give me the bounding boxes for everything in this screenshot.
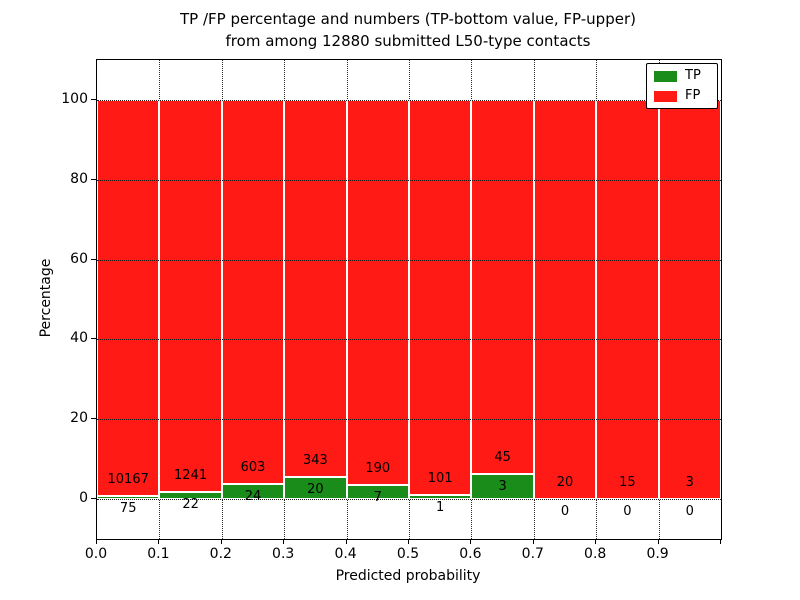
bar-segment-tp	[221, 483, 285, 500]
x-tick-mark	[720, 539, 721, 544]
tp-count-label: 24	[244, 488, 262, 504]
y-tick-label: 20	[70, 410, 88, 427]
tp-count-label: 20	[307, 482, 324, 498]
bar-segment-fp	[533, 99, 597, 500]
fp-count-label: 190	[365, 460, 391, 476]
fp-count-label: 15	[619, 475, 636, 491]
horizontal-gridline	[97, 419, 721, 421]
bar-segment-tp	[471, 474, 534, 500]
x-tick-mark	[595, 539, 597, 544]
tp-count-label: 3	[498, 479, 507, 495]
horizontal-gridline	[97, 99, 721, 101]
bar-segment-tp	[97, 496, 160, 500]
y-tick-mark	[91, 258, 96, 260]
x-tick-label: 0.1	[147, 546, 170, 562]
bar-segment-fp	[346, 99, 409, 485]
bar-segment-fp	[409, 99, 472, 496]
bar-segment-fp	[159, 99, 222, 493]
x-tick-label: 0.7	[521, 546, 544, 562]
y-tick-label: 40	[70, 330, 88, 347]
x-tick-mark	[345, 539, 347, 544]
y-tick-label: 100	[61, 90, 88, 107]
y-tick-mark	[91, 178, 96, 180]
x-tick-mark	[657, 539, 659, 544]
y-axis-label: Percentage	[38, 258, 54, 338]
tp-count-label: 1	[436, 500, 445, 516]
y-tick-label: 0	[79, 490, 88, 507]
tp-count-label: 0	[685, 504, 694, 520]
x-tick-label: 0.0	[84, 546, 108, 562]
horizontal-gridline	[97, 179, 721, 181]
x-tick-mark	[283, 539, 285, 544]
fp-count-label: 45	[494, 450, 511, 466]
tp-count-label: 7	[373, 489, 382, 505]
fp-count-label: 10167	[107, 472, 149, 488]
x-axis-label: Predicted probability	[335, 568, 481, 584]
bar-segment-fp	[658, 99, 721, 500]
bar-segment-fp	[221, 99, 285, 484]
chart-title-line2: from among 12880 submitted L50-type cont…	[225, 32, 591, 50]
x-tick-label: 0.4	[334, 546, 357, 562]
x-tick-label: 0.8	[584, 546, 607, 562]
y-tick-mark	[91, 338, 96, 340]
fp-count-label: 1241	[174, 468, 208, 484]
bar-segment-tp	[159, 492, 222, 500]
fp-count-label: 101	[427, 471, 453, 487]
horizontal-gridline	[97, 499, 721, 501]
horizontal-gridline	[97, 259, 721, 261]
fp-count-label: 343	[302, 453, 328, 469]
x-tick-mark	[532, 539, 534, 544]
y-tick-label: 80	[70, 170, 88, 187]
legend-item-fp: FP	[654, 89, 710, 103]
x-tick-mark	[220, 539, 222, 544]
tp-count-label: 75	[119, 501, 137, 517]
bar-segment-fp	[596, 99, 659, 500]
legend-label-fp: FP	[685, 88, 701, 103]
tp-count-label: 0	[560, 504, 570, 520]
tp-count-label: 22	[182, 497, 199, 513]
y-tick-mark	[91, 418, 96, 420]
x-tick-mark	[158, 539, 160, 544]
x-tick-label: 0.9	[646, 546, 669, 562]
legend: TP FP	[646, 63, 718, 109]
fp-count-label: 20	[556, 475, 574, 491]
bar-segment-fp	[284, 99, 347, 478]
chart-title: TP /FP percentage and numbers (TP-bottom…	[96, 8, 720, 52]
fp-count-label: 3	[685, 475, 694, 491]
fp-color-swatch	[654, 90, 677, 102]
bar-segment-fp	[97, 99, 160, 497]
bar-segment-tp	[409, 495, 472, 500]
bar-segment-tp	[284, 477, 347, 500]
legend-item-tp: TP	[654, 69, 710, 83]
plot-area: 10167 75 1241 22 603 24 343 20 190 7 101 1 45 3 20 0 15 0…	[96, 59, 722, 540]
y-tick-mark	[91, 98, 96, 100]
y-tick-mark	[91, 498, 96, 500]
x-tick-mark	[96, 539, 97, 544]
x-tick-label: 0.5	[396, 546, 420, 562]
y-tick-label: 60	[70, 250, 88, 267]
chart-title-line1: TP /FP percentage and numbers (TP-bottom…	[180, 10, 636, 28]
x-tick-label: 0.3	[272, 546, 295, 562]
bar-segment-fp	[471, 99, 534, 475]
x-tick-mark	[408, 539, 409, 544]
horizontal-gridline	[97, 339, 721, 341]
tp-color-swatch	[654, 70, 677, 82]
fp-count-label: 603	[240, 459, 266, 475]
legend-label-tp: TP	[685, 68, 701, 83]
x-tick-mark	[470, 539, 472, 544]
x-tick-label: 0.2	[209, 546, 232, 562]
x-tick-label: 0.6	[459, 546, 482, 562]
bar-segment-tp	[346, 484, 409, 500]
tp-count-label: 0	[623, 504, 632, 520]
